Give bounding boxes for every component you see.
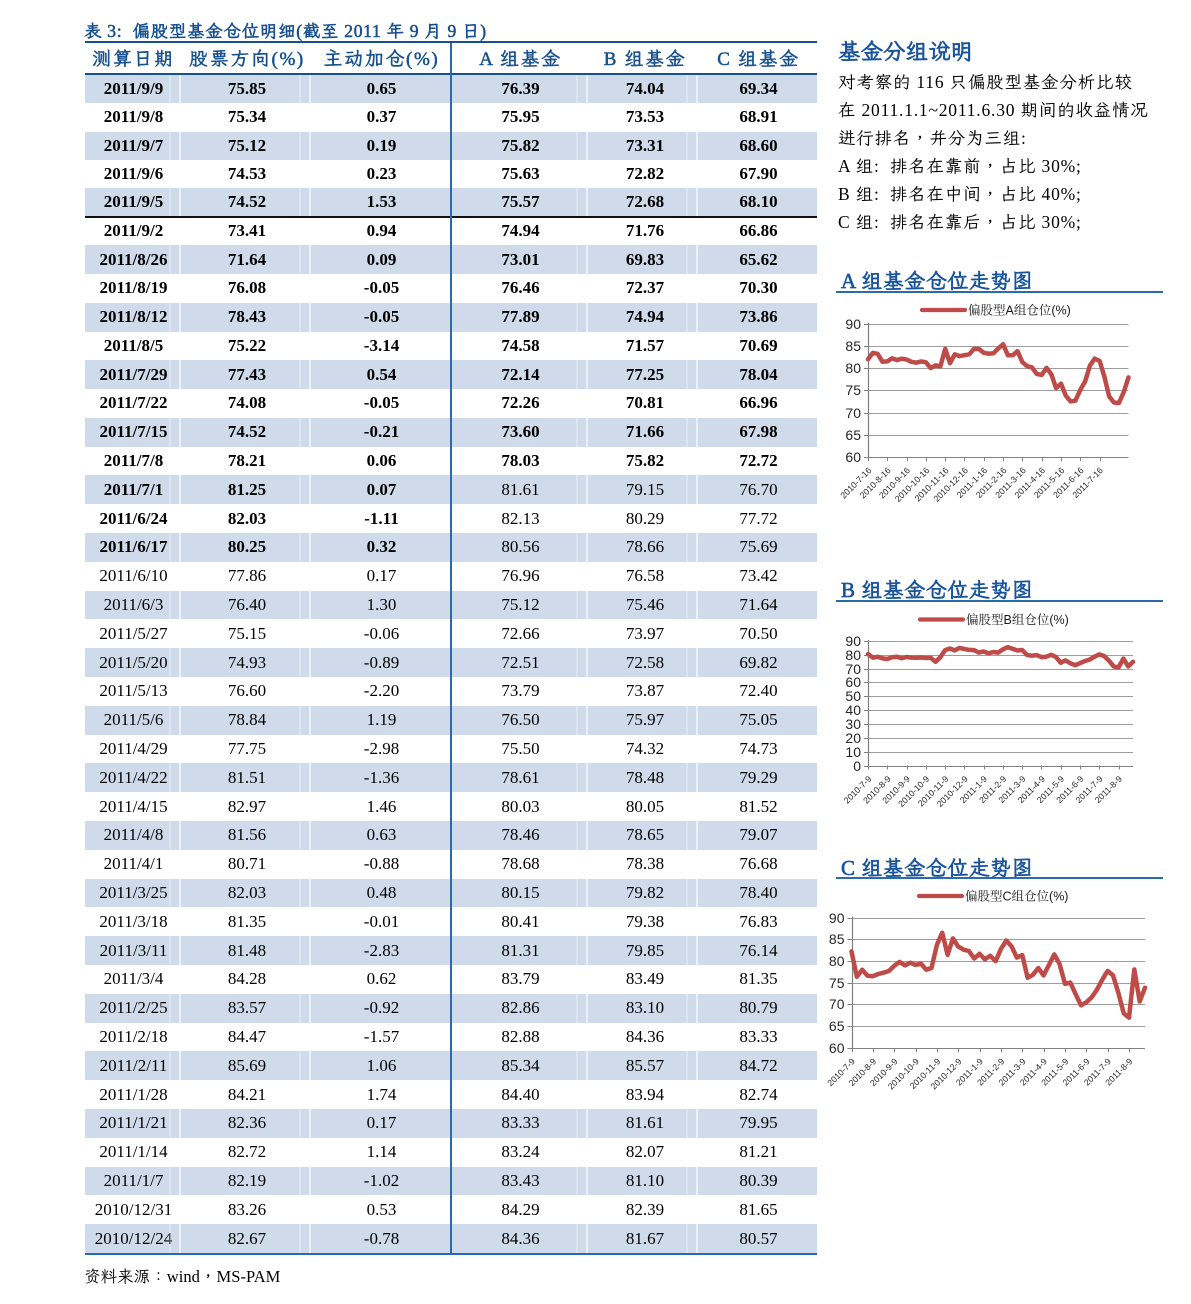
- svg-text:85: 85: [829, 931, 845, 947]
- svg-text:80: 80: [845, 360, 861, 376]
- svg-text:90: 90: [829, 910, 845, 926]
- svg-text:50: 50: [845, 688, 861, 704]
- svg-text:80: 80: [829, 953, 845, 969]
- svg-text:85: 85: [845, 338, 861, 354]
- svg-text:偏股型C组仓位(%): 偏股型C组仓位(%): [965, 889, 1068, 904]
- svg-text:80: 80: [845, 647, 861, 663]
- svg-text:60: 60: [829, 1040, 845, 1056]
- svg-text:70: 70: [845, 661, 861, 677]
- svg-text:90: 90: [845, 316, 861, 332]
- svg-text:20: 20: [845, 730, 861, 746]
- svg-text:70: 70: [845, 405, 861, 421]
- svg-text:65: 65: [845, 427, 861, 443]
- svg-text:75: 75: [845, 382, 861, 398]
- svg-text:60: 60: [845, 674, 861, 690]
- svg-text:偏股型B组仓位(%): 偏股型B组仓位(%): [966, 612, 1069, 627]
- svg-text:40: 40: [845, 702, 861, 718]
- svg-text:偏股型A组仓位(%): 偏股型A组仓位(%): [968, 303, 1071, 318]
- svg-text:70: 70: [829, 996, 845, 1012]
- svg-text:75: 75: [829, 975, 845, 991]
- svg-text:30: 30: [845, 716, 861, 732]
- svg-text:90: 90: [845, 633, 861, 649]
- svg-text:65: 65: [829, 1018, 845, 1034]
- svg-text:10: 10: [845, 744, 861, 760]
- svg-text:60: 60: [845, 449, 861, 465]
- svg-text:0: 0: [853, 758, 861, 774]
